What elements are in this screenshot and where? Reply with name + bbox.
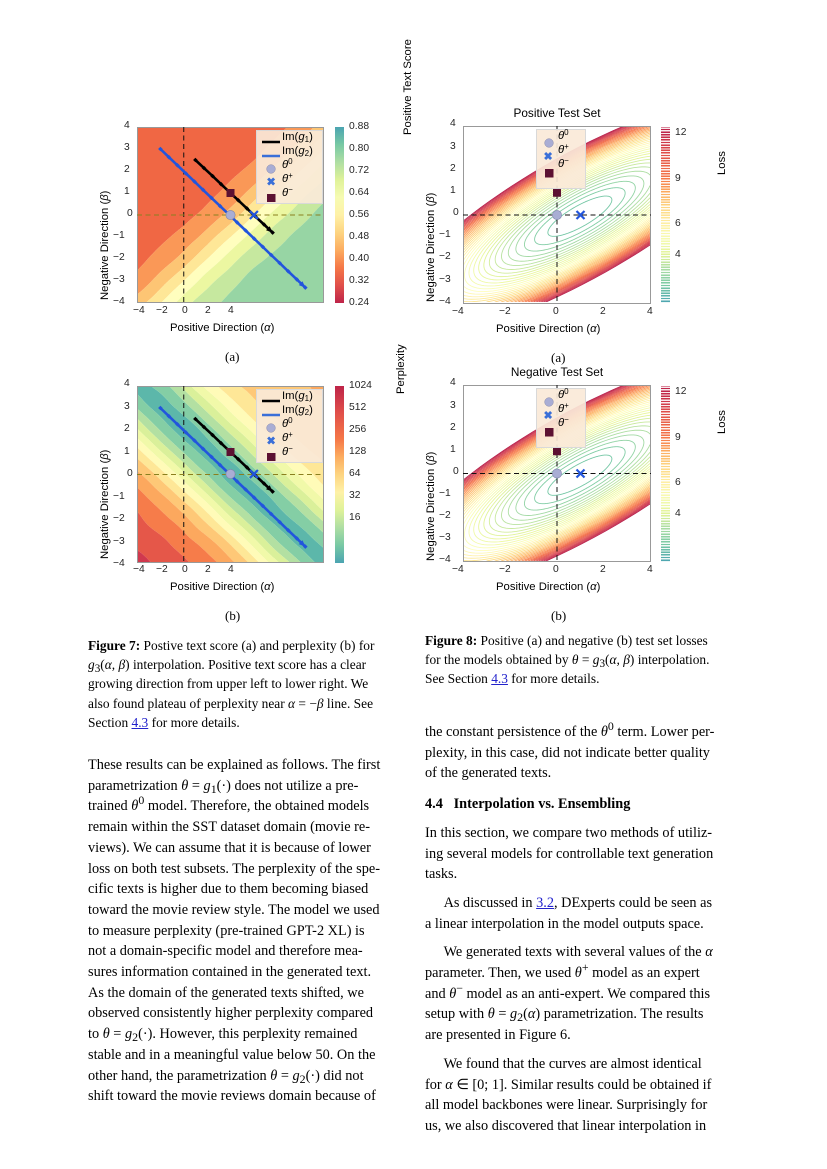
svg-text:✖: ✖ — [267, 435, 276, 447]
svg-text:✖: ✖ — [544, 151, 553, 163]
svg-text:✖: ✖ — [267, 177, 276, 189]
svg-text:✖: ✖ — [544, 410, 553, 422]
